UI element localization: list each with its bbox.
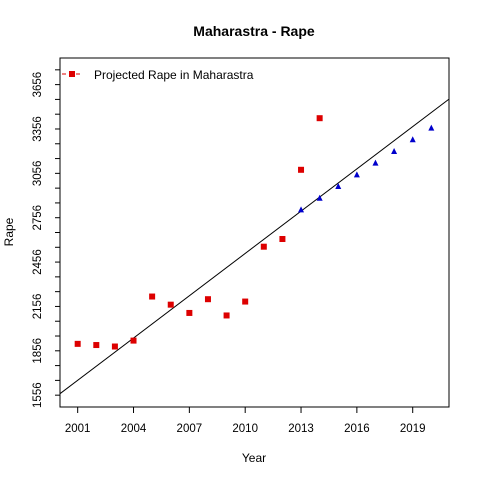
- data-point-triangle: [372, 159, 379, 166]
- data-point-triangle: [409, 136, 416, 143]
- x-axis-label: Year: [242, 451, 266, 465]
- legend-label: Projected Rape in Maharastra: [94, 68, 254, 82]
- data-point-square: [130, 337, 137, 344]
- y-tick-label: 3656: [32, 72, 44, 98]
- data-point-square: [93, 342, 100, 349]
- x-tick-label: 2001: [65, 423, 91, 435]
- x-tick-label: 2010: [232, 423, 258, 435]
- trend-line: [59, 98, 450, 395]
- y-tick-label: 2756: [32, 205, 44, 231]
- data-point-square: [167, 301, 174, 308]
- data-point-triangle: [298, 206, 305, 213]
- data-point-square: [223, 312, 230, 319]
- y-axis: 1556 1856 2156 2456 2756 3056 3356 3656: [32, 69, 60, 408]
- y-axis-label: Rape: [2, 217, 16, 246]
- x-tick-label: 2004: [121, 423, 147, 435]
- plot-frame: [59, 57, 450, 408]
- y-tick-label: 2456: [32, 249, 44, 275]
- y-tick-label: 1856: [32, 338, 44, 364]
- y-tick-label: 3356: [32, 116, 44, 142]
- y-tick-label: 1556: [32, 382, 44, 408]
- data-point-square: [74, 340, 81, 347]
- x-axis: 2001 2004 2007 2010 2013 2016 2019: [65, 407, 426, 435]
- x-tick-label: 2013: [288, 423, 314, 435]
- data-point-square: [149, 293, 156, 300]
- data-point-square: [316, 115, 323, 122]
- data-point-triangle: [335, 183, 342, 190]
- legend-square-marker: [69, 71, 75, 77]
- x-tick-label: 2016: [344, 423, 370, 435]
- x-tick-label: 2007: [177, 423, 203, 435]
- data-point-square: [204, 296, 211, 303]
- plot-area: [59, 98, 450, 395]
- data-point-triangle: [316, 194, 323, 201]
- data-point-square: [242, 298, 249, 305]
- data-point-square: [279, 236, 286, 243]
- data-point-triangle: [353, 171, 360, 178]
- data-point-square: [260, 243, 267, 250]
- legend: Projected Rape in Maharastra: [62, 68, 254, 82]
- data-point-triangle: [428, 124, 435, 131]
- data-point-square: [298, 166, 305, 173]
- y-tick-label: 2156: [32, 294, 44, 320]
- data-point-square: [186, 309, 193, 316]
- chart-title: Maharastra - Rape: [193, 23, 315, 39]
- data-point-triangle: [391, 147, 398, 154]
- x-tick-label: 2019: [400, 423, 426, 435]
- data-point-square: [111, 343, 118, 350]
- y-tick-label: 3056: [32, 161, 44, 187]
